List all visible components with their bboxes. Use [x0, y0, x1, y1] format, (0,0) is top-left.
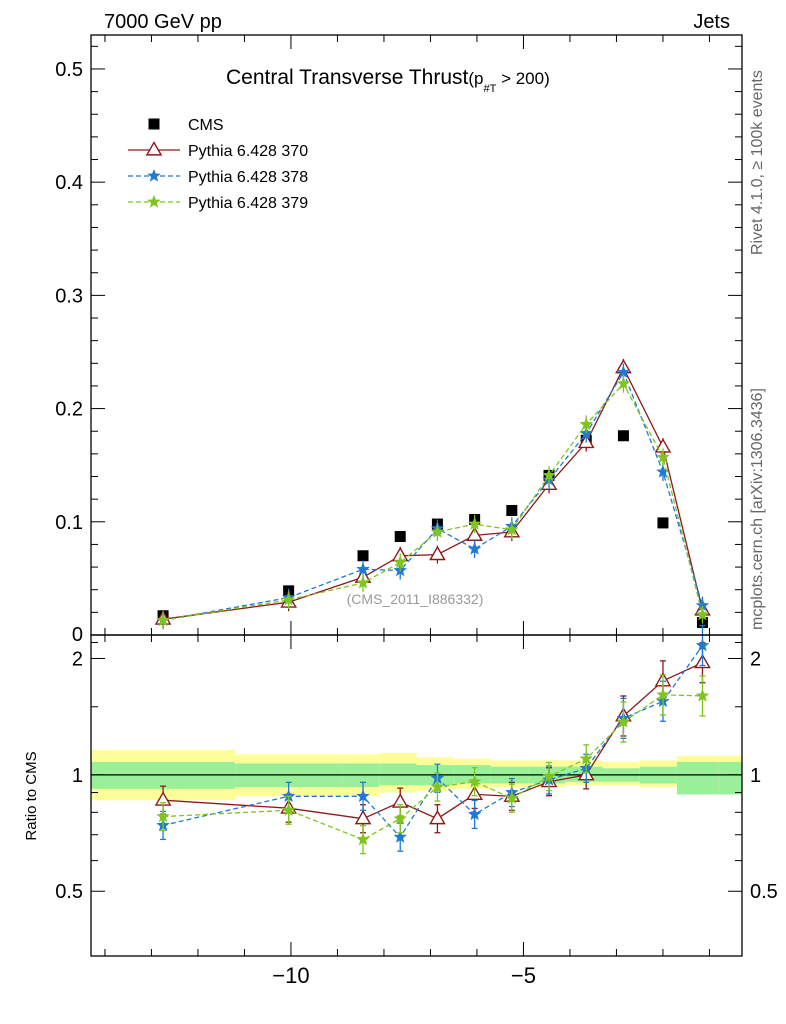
data-point — [467, 774, 482, 788]
data-point — [542, 468, 556, 482]
ratio-tick-label-left: 1 — [72, 765, 83, 787]
data-point — [656, 450, 670, 464]
band-inner — [676, 761, 719, 795]
title-sub: (p — [468, 69, 483, 88]
legend: CMS Pythia 6.428 370 Pythia 6.428 378 Pythi… — [128, 117, 308, 212]
data-point — [429, 809, 446, 825]
ratio-line — [163, 662, 703, 820]
data-point — [156, 809, 170, 823]
data-point — [156, 613, 170, 627]
legend-label: Pythia 6.428 379 — [188, 195, 308, 212]
data-point — [354, 809, 372, 825]
ratio-tick-label-left: 0.5 — [55, 881, 83, 903]
data-point — [356, 562, 370, 576]
legend-label: Pythia 6.428 370 — [188, 143, 308, 160]
data-point — [430, 779, 445, 793]
data-point — [695, 638, 710, 652]
data-point — [657, 517, 669, 529]
data-point — [393, 829, 408, 843]
data-point — [617, 430, 629, 442]
mcplots-label: mcplots.cern.ch [arXiv:1306.3436] — [749, 388, 766, 630]
data-point — [616, 714, 631, 728]
data-point — [616, 376, 631, 390]
data-point — [281, 803, 296, 817]
data-point — [430, 524, 445, 538]
data-point — [467, 541, 482, 555]
legend-entry: Pythia 6.428 370 — [128, 141, 308, 160]
legend-entry: Pythia 6.428 379 — [128, 194, 308, 212]
y-zero-label: 0 — [72, 624, 83, 646]
svg-text:Central Transverse Thrust(p#T: Central Transverse Thrust(p#T > 200) — [226, 66, 550, 95]
data-point — [147, 194, 161, 208]
data-point — [695, 688, 710, 702]
ratio-ylabel: Ratio to CMS — [23, 751, 40, 840]
ratio-tick-label-right: 0.5 — [750, 881, 778, 903]
data-point — [695, 607, 710, 621]
data-point — [504, 522, 519, 536]
series-2 — [156, 363, 710, 630]
band-inner — [718, 761, 742, 795]
ratio-frame — [90, 634, 743, 957]
ratio-series-3 — [156, 674, 710, 855]
y-tick-label: 0.5 — [55, 59, 83, 81]
data-point — [147, 168, 161, 182]
legend-entry: Pythia 6.428 378 — [128, 168, 308, 186]
data-point — [281, 592, 296, 606]
rivet-label: Rivet 4.1.0, ≥ 100k events — [749, 70, 766, 255]
chart-title: Central Transverse Thrust(p#T > 200) — [226, 66, 550, 95]
data-point — [394, 531, 406, 543]
watermark: (CMS_2011_I886332) — [347, 591, 484, 607]
ratio-tick-label-right: 2 — [750, 648, 761, 670]
title-sub-tail: > 200) — [496, 69, 549, 88]
data-point — [356, 789, 370, 803]
data-point — [467, 807, 482, 821]
x-tick-label: −10 — [272, 963, 309, 988]
data-point — [506, 504, 518, 516]
data-point — [393, 555, 408, 569]
x-tick-label: −5 — [511, 963, 536, 988]
ratio-tick-label-right: 1 — [750, 765, 761, 787]
data-point — [145, 141, 163, 156]
data-point — [467, 516, 482, 530]
ratio-tick-label-left: 2 — [72, 648, 83, 670]
series-line — [162, 382, 704, 621]
title-sub-index: #T — [484, 83, 497, 95]
ratio-series-1 — [154, 642, 711, 834]
data-point — [356, 575, 370, 589]
series-3 — [156, 374, 710, 630]
data-point — [542, 769, 556, 783]
data-point — [656, 687, 670, 701]
data-point — [356, 832, 370, 846]
main-series-layer — [154, 358, 711, 630]
ratio-series-layer — [154, 624, 711, 855]
ratio-line — [163, 694, 703, 841]
axes-layer: 0.1 0.2 0.3 0.4 0.5 0 0.5 0.5 1 1 2 2 −10 −5 — [55, 35, 778, 988]
legend-label: Pythia 6.428 378 — [188, 169, 308, 186]
data-point — [579, 751, 594, 765]
data-point — [393, 811, 408, 825]
data-point — [357, 550, 369, 562]
header-left: 7000 GeV pp — [104, 11, 222, 33]
y-tick-label: 0.3 — [55, 285, 83, 307]
series-line — [163, 366, 704, 620]
data-point — [148, 118, 160, 130]
data-point — [656, 464, 670, 478]
legend-label: CMS — [188, 117, 224, 134]
y-tick-label: 0.4 — [55, 172, 83, 194]
data-point — [579, 417, 594, 431]
legend-entry: CMS — [148, 117, 224, 134]
ratio-line — [162, 645, 704, 839]
series-1 — [154, 358, 711, 629]
data-point — [429, 545, 446, 561]
data-point — [504, 791, 519, 805]
header-right: Jets — [693, 11, 730, 33]
title-main: Central Transverse Thrust — [226, 66, 469, 89]
y-tick-label: 0.1 — [55, 512, 83, 534]
y-tick-label: 0.2 — [55, 399, 83, 421]
series-line — [162, 370, 704, 621]
